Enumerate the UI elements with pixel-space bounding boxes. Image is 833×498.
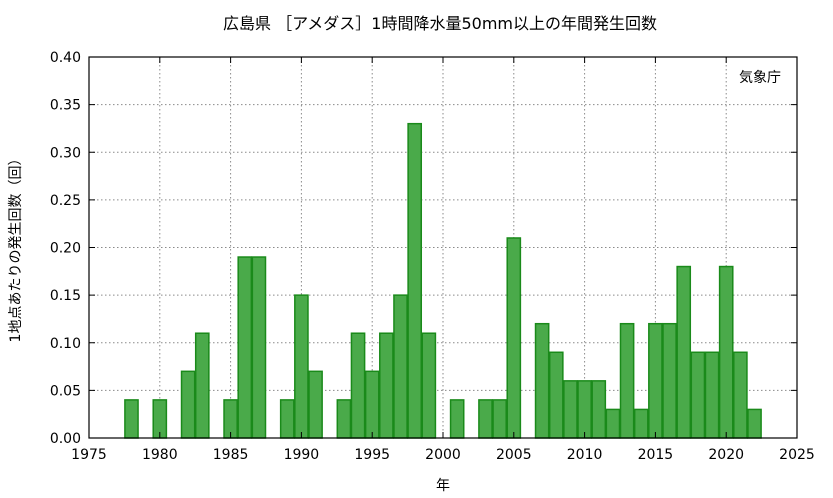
bar <box>633 408 649 439</box>
bar <box>733 351 748 439</box>
chart-title: 広島県 ［アメダス］1時間降水量50mm以上の年間発生回数 <box>223 14 657 33</box>
x-tick-label: 2020 <box>708 447 744 463</box>
x-tick-label: 1985 <box>213 447 249 463</box>
bar <box>605 408 621 439</box>
bar <box>336 399 352 439</box>
bar <box>747 408 762 439</box>
y-tick-label: 0.40 <box>50 50 81 66</box>
y-tick-label: 0.10 <box>50 336 81 352</box>
bar <box>449 399 465 439</box>
bar <box>124 399 139 439</box>
x-tick-label: 2025 <box>779 447 815 463</box>
bar <box>577 380 592 439</box>
bar <box>407 122 423 439</box>
bar <box>619 322 635 439</box>
bar <box>704 351 720 439</box>
bar <box>308 370 323 439</box>
y-axis-label: 1地点あたりの発生回数（回） <box>8 152 24 343</box>
x-tick-label: 1990 <box>284 447 320 463</box>
x-tick-label: 1995 <box>354 447 390 463</box>
bar <box>350 332 366 439</box>
bar <box>279 399 295 439</box>
bar <box>563 380 578 439</box>
bar <box>690 351 706 439</box>
y-tick-label: 0.25 <box>50 193 81 209</box>
bar <box>180 370 196 439</box>
bar <box>364 370 380 439</box>
x-axis-label: 年 <box>436 478 450 494</box>
y-tick-label: 0.20 <box>50 241 81 257</box>
bar <box>492 399 507 439</box>
bar <box>379 332 394 439</box>
x-tick-label: 2010 <box>567 447 603 463</box>
source-annotation: 気象庁 <box>739 70 781 86</box>
bar <box>648 322 663 439</box>
bar <box>393 294 408 439</box>
x-axis-ticks: 1975 1980 1985 1990 1995 2000 2005 2010 2015 2020… <box>71 57 815 463</box>
y-tick-label: 0.35 <box>50 98 81 114</box>
y-tick-label: 0.00 <box>50 431 81 447</box>
bar <box>294 294 309 439</box>
bar <box>237 256 253 439</box>
bar <box>251 256 267 439</box>
y-tick-label: 0.05 <box>50 383 81 399</box>
bar <box>718 265 734 439</box>
bar <box>534 322 550 439</box>
bar <box>478 399 493 439</box>
y-tick-label: 0.15 <box>50 288 81 304</box>
bar <box>506 237 522 439</box>
bar <box>591 380 607 439</box>
bar <box>662 322 677 439</box>
x-tick-label: 2005 <box>496 447 532 463</box>
x-tick-label: 1980 <box>142 447 178 463</box>
x-tick-label: 1975 <box>71 447 107 463</box>
bar <box>194 332 210 439</box>
bar <box>421 332 437 439</box>
y-tick-label: 0.30 <box>50 145 81 161</box>
x-tick-label: 2015 <box>638 447 674 463</box>
bar <box>548 351 564 439</box>
x-tick-label: 2000 <box>425 447 461 463</box>
bars <box>124 122 762 439</box>
y-axis-ticks: 0.00 0.05 0.10 0.15 0.20 0.25 0.30 0.35 0.40 <box>50 50 797 447</box>
bar <box>676 265 692 439</box>
